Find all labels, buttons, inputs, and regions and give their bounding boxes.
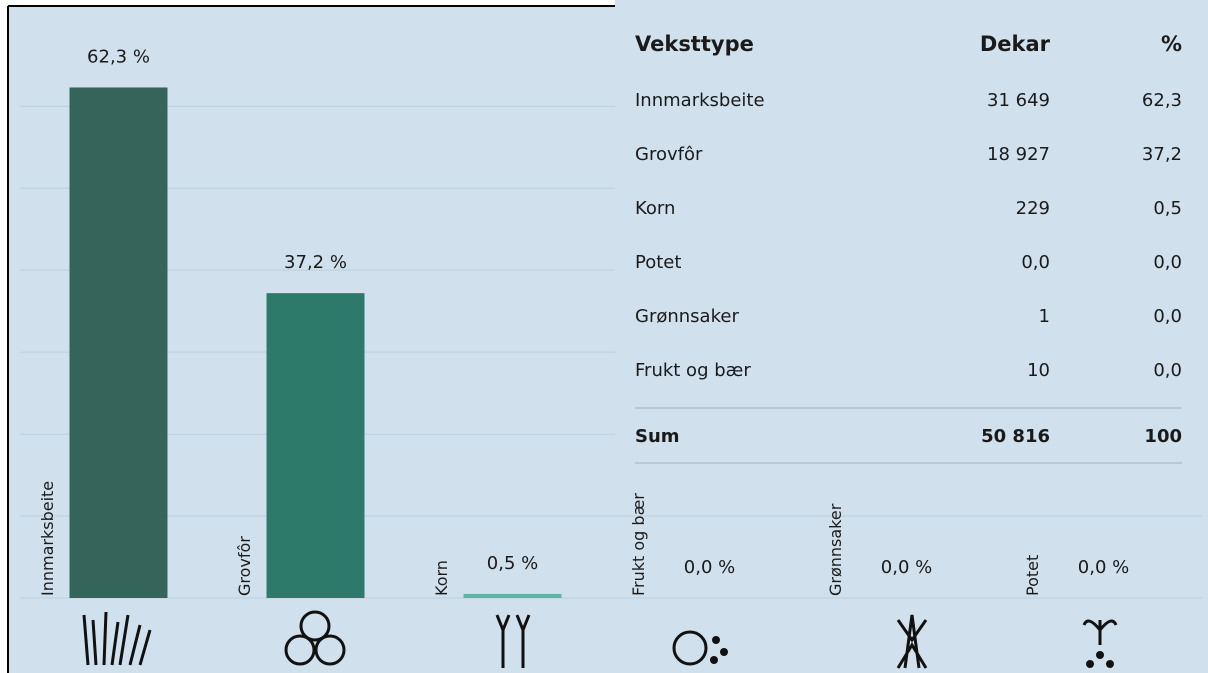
category-label: Korn — [432, 560, 451, 596]
table-background — [615, 0, 1208, 470]
table-cell: 62,3 — [1142, 90, 1182, 111]
table-cell: 0,0 — [1153, 360, 1182, 381]
value-label: 0,0 % — [684, 557, 735, 578]
table-header: % — [1161, 32, 1182, 56]
table-cell: Frukt og bær — [635, 360, 751, 381]
table-cell: 31 649 — [987, 90, 1050, 111]
table-cell: 0,0 — [1021, 252, 1050, 273]
category-label: Potet — [1023, 555, 1042, 596]
value-label: 62,3 % — [87, 46, 150, 67]
grain-icon — [495, 614, 531, 668]
value-label: 37,2 % — [284, 252, 347, 273]
bar — [69, 87, 168, 598]
category-label: Grønnsaker — [826, 503, 845, 596]
table-cell: Grønnsaker — [635, 306, 739, 327]
fruit-icon — [672, 630, 728, 666]
value-label: 0,5 % — [487, 553, 538, 574]
category-label: Frukt og bær — [629, 493, 648, 596]
category-label: Grovfôr — [235, 536, 254, 596]
table-cell: 0,5 — [1153, 198, 1182, 219]
icons — [82, 610, 1118, 669]
table-cell: 229 — [1016, 198, 1050, 219]
vegetable-icon — [896, 614, 928, 669]
roll-icon — [284, 610, 346, 666]
table-cell: 1 — [1039, 306, 1050, 327]
table-header: Veksttype — [635, 32, 754, 56]
table-sum: 50 816 — [981, 426, 1050, 447]
table-cell: Grovfôr — [635, 144, 703, 165]
potato-icon — [1082, 619, 1118, 668]
table-header: Dekar — [980, 32, 1051, 56]
grass-icon — [82, 611, 152, 666]
value-label: 0,0 % — [1078, 557, 1129, 578]
table-cell: 10 — [1027, 360, 1050, 381]
table-cell: Korn — [635, 198, 675, 219]
value-label: 0,0 % — [881, 557, 932, 578]
table-cell: Potet — [635, 252, 681, 273]
table-cell: 0,0 — [1153, 252, 1182, 273]
bar — [266, 293, 365, 598]
table-cell: 0,0 — [1153, 306, 1182, 327]
category-label: Innmarksbeite — [38, 481, 57, 596]
table-sum: Sum — [635, 426, 680, 447]
table-cell: Innmarksbeite — [635, 90, 765, 111]
table-cell: 37,2 — [1142, 144, 1182, 165]
table-sum: 100 — [1144, 426, 1182, 447]
bar — [463, 593, 562, 598]
table-cell: 18 927 — [987, 144, 1050, 165]
